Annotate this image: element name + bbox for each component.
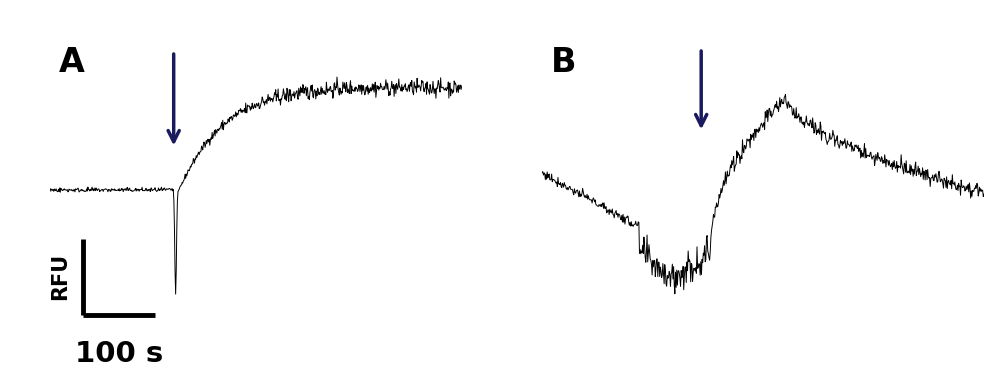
Text: B: B — [551, 46, 576, 79]
Text: RFU: RFU — [50, 253, 70, 300]
Text: 100 s: 100 s — [75, 340, 163, 368]
Text: A: A — [58, 46, 84, 79]
